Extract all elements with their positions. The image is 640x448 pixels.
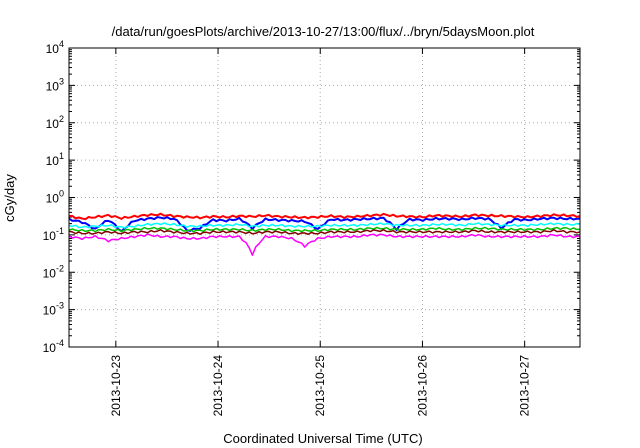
x-axis-label: Coordinated Universal Time (UTC) bbox=[223, 431, 422, 446]
y-tick-label: 10-3 bbox=[43, 301, 64, 318]
y-tick-label: 103 bbox=[46, 76, 64, 93]
grid bbox=[69, 47, 580, 348]
series-line bbox=[68, 228, 581, 236]
series-layer bbox=[68, 212, 581, 256]
y-axis-label: cGy/day bbox=[2, 174, 17, 222]
y-tick-label: 102 bbox=[46, 114, 64, 131]
x-tick-label: 2013-10-27 bbox=[518, 355, 532, 417]
x-tick-label: 2013-10-25 bbox=[313, 355, 327, 417]
y-tick-label: 10-1 bbox=[43, 226, 64, 243]
y-tick-label: 10-2 bbox=[43, 263, 64, 280]
y-tick-label: 10-4 bbox=[43, 338, 64, 355]
y-tick-label: 104 bbox=[46, 39, 64, 56]
y-tick-labels: 10-4 10-3 10-2 10-1 100 101 102 103 104 bbox=[43, 39, 64, 355]
series-line bbox=[68, 226, 580, 233]
x-tick-label: 2013-10-24 bbox=[211, 355, 225, 417]
x-tick-labels: 2013-10-23 2013-10-24 2013-10-25 2013-10-26… bbox=[109, 355, 532, 417]
plot-frame bbox=[68, 47, 581, 348]
series-line bbox=[68, 233, 581, 256]
x-tick-label: 2013-10-23 bbox=[109, 355, 123, 417]
y-tick-label: 100 bbox=[46, 189, 64, 206]
y-tick-label: 101 bbox=[46, 151, 64, 168]
series-line bbox=[68, 212, 581, 221]
chart-title: /data/run/goesPlots/archive/2013-10-27/1… bbox=[112, 24, 535, 39]
x-tick-label: 2013-10-26 bbox=[415, 355, 429, 417]
series-line bbox=[68, 222, 581, 229]
